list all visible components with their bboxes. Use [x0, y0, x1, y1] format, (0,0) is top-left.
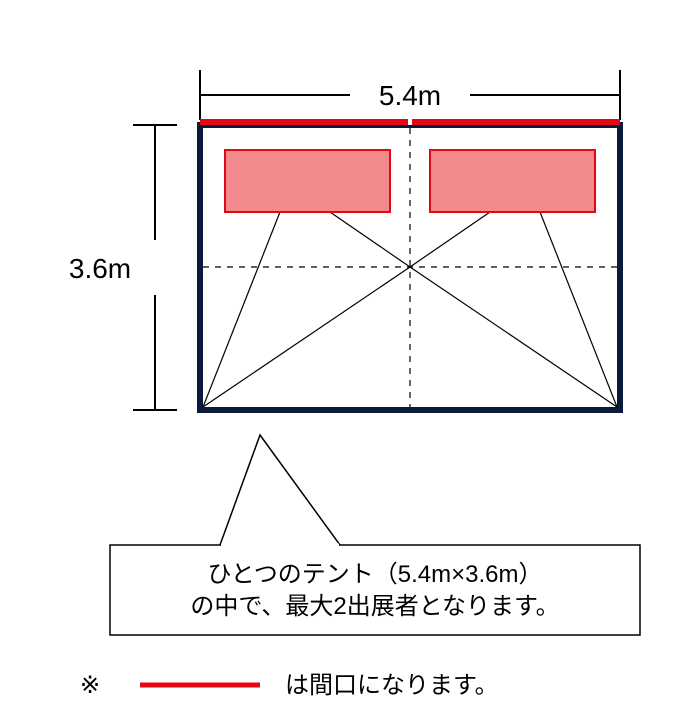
dim-left-label: 3.6m: [69, 253, 131, 284]
legend-text: は間口になります。: [285, 672, 499, 699]
dimension-left: 3.6m: [69, 125, 177, 410]
exhibitor-box-right: [430, 150, 595, 212]
callout-pointer: [220, 435, 340, 545]
dim-top-label: 5.4m: [379, 80, 441, 111]
diagram-svg: 5.4m 3.6m ひとつのテント（5.4m×3.6m） の中で、: [0, 0, 697, 720]
legend-marker: ※: [80, 672, 100, 699]
callout: ひとつのテント（5.4m×3.6m） の中で、最大2出展者となります。: [110, 435, 640, 635]
callout-line2: の中で、最大2出展者となります。: [190, 593, 559, 620]
callout-line1: ひとつのテント（5.4m×3.6m）: [207, 561, 542, 588]
dimension-top: 5.4m: [200, 70, 620, 120]
exhibitor-box-left: [225, 150, 390, 212]
callout-box: [110, 545, 640, 635]
tent-diagram-page: 5.4m 3.6m ひとつのテント（5.4m×3.6m） の中で、: [0, 0, 697, 720]
legend: ※ は間口になります。: [80, 672, 499, 699]
